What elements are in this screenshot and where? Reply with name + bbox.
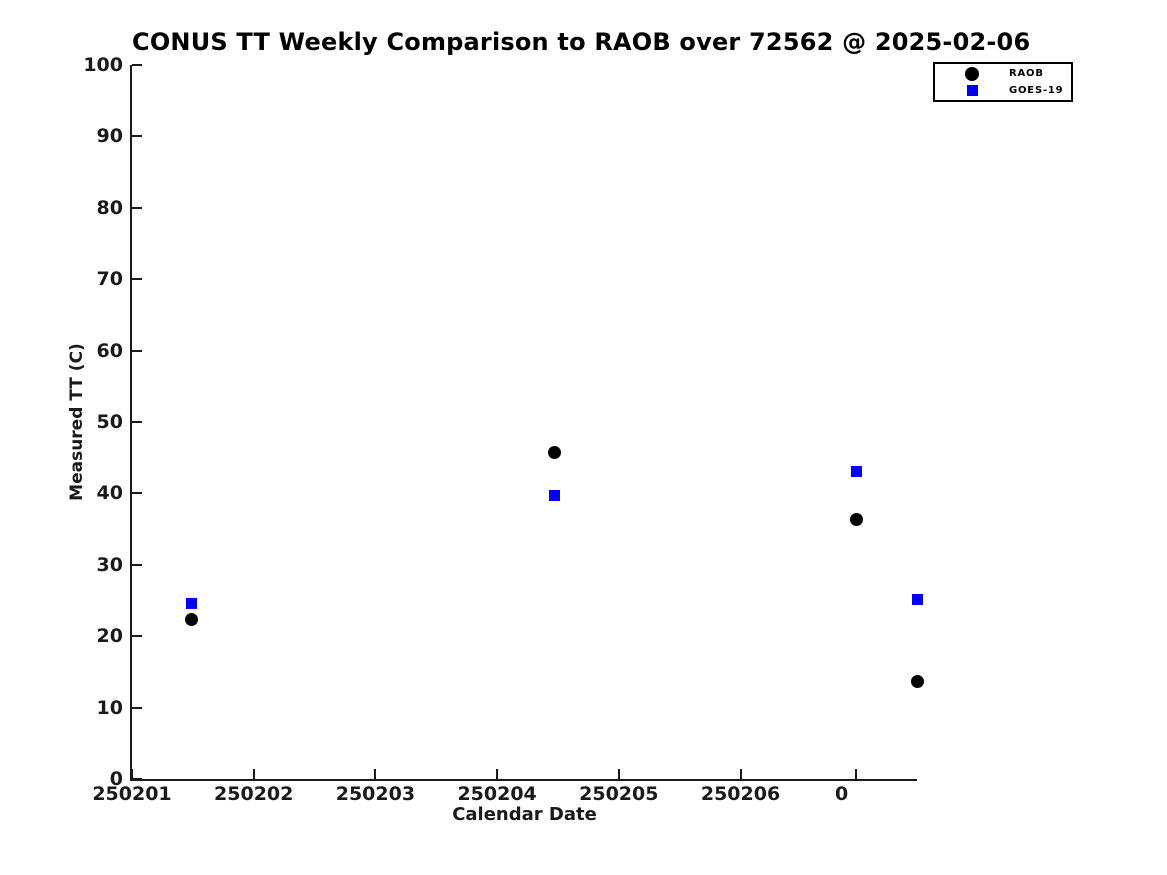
data-point-goes-19 bbox=[186, 597, 198, 609]
data-point-raob bbox=[910, 675, 924, 689]
y-tick bbox=[132, 135, 142, 138]
y-tick-label: 70 bbox=[96, 268, 123, 291]
x-tick-label: 250201 bbox=[92, 783, 172, 805]
x-tick-label: 250203 bbox=[335, 783, 416, 805]
y-tick bbox=[132, 278, 142, 281]
raob-circle-marker-icon bbox=[965, 66, 979, 81]
x-tick-label: 250202 bbox=[214, 783, 294, 805]
y-tick bbox=[132, 706, 142, 709]
x-tick-label: 250205 bbox=[579, 783, 659, 805]
legend-item-goes-19: GOES-19 bbox=[935, 83, 1071, 98]
x-tick bbox=[496, 769, 499, 779]
data-point-goes-19 bbox=[548, 490, 560, 502]
data-point-raob bbox=[849, 513, 863, 527]
legend-label-raob: RAOB bbox=[1009, 68, 1044, 79]
y-tick-label: 100 bbox=[83, 54, 123, 76]
legend-label-goes-19: GOES-19 bbox=[1009, 85, 1064, 96]
data-point-raob bbox=[547, 446, 561, 460]
y-tick-label: 80 bbox=[96, 196, 123, 219]
x-tick bbox=[617, 769, 620, 779]
y-tick bbox=[132, 206, 142, 209]
y-axis-spine bbox=[130, 65, 132, 781]
x-tick bbox=[374, 769, 377, 779]
data-point-goes-19 bbox=[850, 466, 862, 478]
plot-area bbox=[131, 64, 924, 780]
x-tick-label: 250206 bbox=[700, 783, 781, 805]
goes-19-square-marker-icon bbox=[966, 85, 978, 96]
y-tick bbox=[132, 64, 142, 66]
x-tick-label: 250204 bbox=[457, 783, 537, 805]
y-tick-label: 50 bbox=[96, 411, 123, 433]
x-tick bbox=[131, 769, 133, 779]
data-point-raob bbox=[185, 613, 199, 627]
x-tick-label: 0 bbox=[835, 783, 849, 805]
y-tick bbox=[132, 492, 142, 495]
y-tick-label: 30 bbox=[96, 553, 123, 576]
data-point-goes-19 bbox=[911, 593, 923, 605]
y-tick-label: 60 bbox=[96, 339, 123, 362]
legend-item-raob: RAOB bbox=[935, 66, 1071, 81]
legend-marker-cell bbox=[935, 66, 1009, 81]
x-tick bbox=[252, 769, 255, 779]
y-tick bbox=[132, 349, 142, 352]
legend: RAOB GOES-19 bbox=[933, 62, 1073, 102]
legend-marker-cell bbox=[935, 85, 1009, 96]
y-tick bbox=[132, 563, 142, 566]
y-tick-label: 90 bbox=[96, 125, 123, 148]
chart-title: CONUS TT Weekly Comparison to RAOB over … bbox=[132, 28, 1031, 56]
x-axis-spine bbox=[130, 779, 917, 781]
x-tick bbox=[739, 769, 742, 779]
y-tick bbox=[132, 778, 142, 780]
y-tick-label: 0 bbox=[109, 768, 123, 790]
y-tick-label: 20 bbox=[96, 625, 123, 648]
x-tick bbox=[854, 769, 857, 779]
y-tick-label: 40 bbox=[96, 482, 123, 505]
y-tick-label: 10 bbox=[96, 696, 123, 719]
y-tick bbox=[132, 635, 142, 638]
y-tick bbox=[132, 421, 142, 423]
x-axis-label: Calendar Date bbox=[452, 804, 597, 825]
